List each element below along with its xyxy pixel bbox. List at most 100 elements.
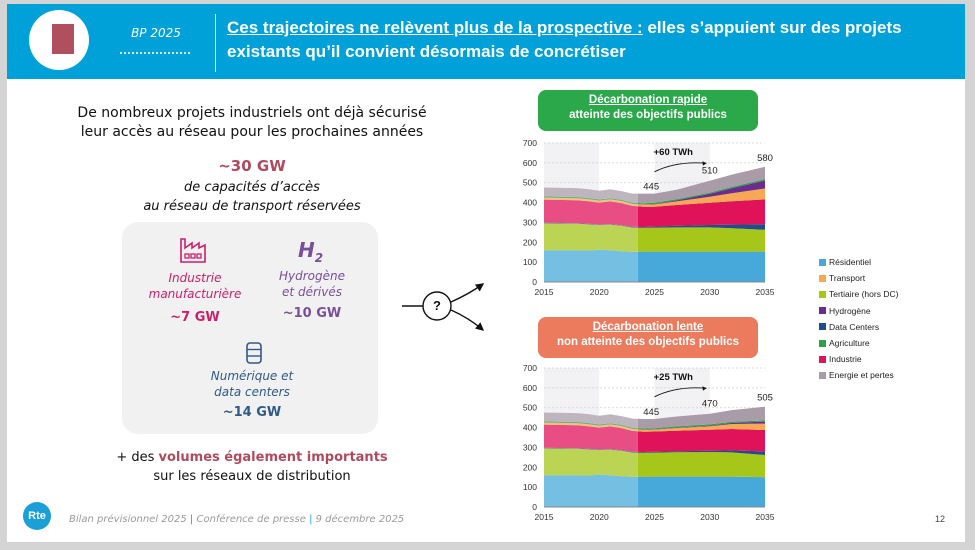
- y-tick-label: 100: [523, 482, 537, 492]
- delta-arrowhead-icon: [702, 386, 707, 391]
- area-industrie-historical: [544, 424, 638, 452]
- area-transport: [637, 188, 765, 207]
- legend-swatch: [819, 323, 826, 331]
- category-label-line-1: Hydrogène: [278, 269, 345, 283]
- distribution-note: + des volumes également importants sur l…: [67, 448, 437, 486]
- plus-bold: volumes également importants: [158, 450, 388, 465]
- x-tick-label: 2020: [590, 287, 609, 297]
- legend-swatch: [819, 355, 826, 363]
- total-caption-line-1: de capacités d’accès: [184, 180, 320, 195]
- hydrogen-icon-subscript: 2: [314, 251, 324, 265]
- start-value-label: 445: [643, 407, 659, 418]
- scenario-rapid-subtitle: atteinte des objectifs publics: [569, 109, 727, 121]
- area-r-sidentiel: [637, 251, 765, 282]
- y-tick-label: 400: [523, 423, 537, 433]
- legend-item: Energie et pertes: [819, 367, 898, 383]
- title-rest: elles s’appuient sur des projets existan…: [227, 18, 902, 61]
- factory-icon: [180, 238, 206, 263]
- legend-label: Résidentiel: [829, 257, 872, 268]
- scenario-slow-header: Décarbonation lente non atteinte des obj…: [538, 317, 758, 358]
- legend-swatch: [819, 274, 826, 282]
- area-tertiaire-hors-dc-: [637, 227, 765, 252]
- distribution-note-line-2: sur les réseaux de distribution: [153, 469, 351, 484]
- page-title: Ces trajectoires ne relèvent plus de la …: [227, 16, 957, 64]
- area-r-sidentiel-historical: [544, 474, 638, 507]
- footer-text: Bilan prévisionnel 2025 | Conférence de …: [69, 514, 404, 525]
- area-agriculture-historical: [544, 196, 638, 205]
- delta-annotation: +25 TWh: [654, 372, 694, 383]
- x-tick-label: 2020: [590, 512, 609, 522]
- chart-slow: 0 100 200 300 400 500 600 700 2015 2020 2025 2030 20…: [523, 363, 775, 522]
- area-transport-historical: [544, 422, 638, 432]
- slide: BP 2025 Ces trajectoires ne relèvent plu…: [7, 4, 965, 542]
- area-data-centers-historical: [544, 222, 638, 228]
- area-energie-et-pertes-historical: [544, 187, 638, 204]
- category-hydrogene-value: ~10 GW: [282, 306, 342, 321]
- category-label-line-2: data centers: [214, 385, 290, 399]
- legend-swatch: [819, 290, 826, 298]
- category-industrie-label: Industrie manufacturière: [130, 270, 260, 302]
- area-data-centers: [637, 224, 765, 230]
- intro-line-2: leur accès au réseau pour les prochaines…: [80, 124, 424, 140]
- plus-prefix: + des: [116, 450, 159, 465]
- footer-date: 9 décembre 2025: [315, 514, 405, 525]
- arrow-up-icon: [450, 283, 485, 303]
- capacity-breakdown-box: Industrie manufacturière ~7 GW H2 Hydrog…: [122, 222, 378, 434]
- header-bar: BP 2025 Ces trajectoires ne relèvent plu…: [7, 4, 965, 79]
- start-value-label: 445: [643, 182, 659, 193]
- x-tick-label: 2035: [756, 287, 775, 297]
- area-agriculture: [637, 420, 765, 430]
- page-number: 12: [935, 514, 946, 524]
- legend-label: Data Centers: [829, 321, 880, 332]
- area-industrie: [637, 429, 765, 452]
- delta-annotation: +60 TWh: [654, 147, 694, 158]
- legend-item: Agriculture: [819, 335, 898, 351]
- rte-logo: Rte: [23, 502, 51, 530]
- y-tick-label: 700: [523, 363, 537, 373]
- mid-value-label: 470: [702, 399, 718, 410]
- database-icon: [246, 342, 262, 364]
- delta-arrowhead-icon: [702, 161, 707, 166]
- question-mark: ?: [433, 298, 441, 313]
- area-tertiaire-hors-dc-: [637, 452, 765, 478]
- hydrogen-icon: H2: [298, 238, 323, 265]
- area-data-centers-historical: [544, 447, 638, 453]
- legend-label: Industrie: [829, 354, 862, 365]
- y-tick-label: 200: [523, 462, 537, 472]
- total-caption: de capacités d’accès au réseau de transp…: [67, 178, 437, 216]
- scenario-rapid-title: Décarbonation rapide: [588, 94, 708, 106]
- legend-swatch: [819, 339, 826, 347]
- header-divider: [215, 14, 216, 72]
- report-cover-icon: [52, 24, 74, 54]
- distribution-note-line-1: + des volumes également importants: [67, 448, 437, 467]
- area-energie-et-pertes: [637, 166, 765, 204]
- legend-item: Résidentiel: [819, 254, 898, 270]
- footer-event: Conférence de presse: [196, 514, 306, 525]
- area-transport-historical: [544, 197, 638, 207]
- intro-text: De nombreux projets industriels ont déjà…: [67, 104, 437, 142]
- y-tick-label: 600: [523, 383, 537, 393]
- x-tick-label: 2030: [700, 287, 719, 297]
- legend-item: Tertiaire (hors DC): [819, 286, 898, 302]
- area-energie-et-pertes: [637, 406, 765, 429]
- area-industrie: [637, 199, 765, 227]
- area-r-sidentiel: [637, 476, 765, 507]
- intro-line-1: De nombreux projets industriels ont déjà…: [77, 105, 427, 121]
- legend-swatch: [819, 371, 826, 379]
- category-label-line-2: et dérivés: [282, 285, 342, 299]
- category-numerique-value: ~14 GW: [222, 405, 282, 420]
- y-tick-label: 500: [523, 403, 537, 413]
- total-caption-line-2: au réseau de transport réservées: [143, 199, 361, 214]
- scenario-fork-diagram: [402, 283, 485, 331]
- legend-item: Hydrogène: [819, 303, 898, 319]
- y-tick-label: 600: [523, 158, 537, 168]
- title-underlined: Ces trajectoires ne relèvent plus de la …: [227, 18, 643, 37]
- legend-label: Agriculture: [829, 338, 870, 349]
- y-tick-label: 300: [523, 442, 537, 452]
- y-tick-label: 400: [523, 198, 537, 208]
- legend-label: Transport: [829, 273, 866, 284]
- area-hydrog-ne: [637, 421, 765, 430]
- x-tick-label: 2035: [756, 512, 775, 522]
- chart-rapid: 0 100 200 300 400 500 600 700 2015 2020 2025 2030 20…: [523, 138, 775, 297]
- x-tick-label: 2015: [535, 287, 554, 297]
